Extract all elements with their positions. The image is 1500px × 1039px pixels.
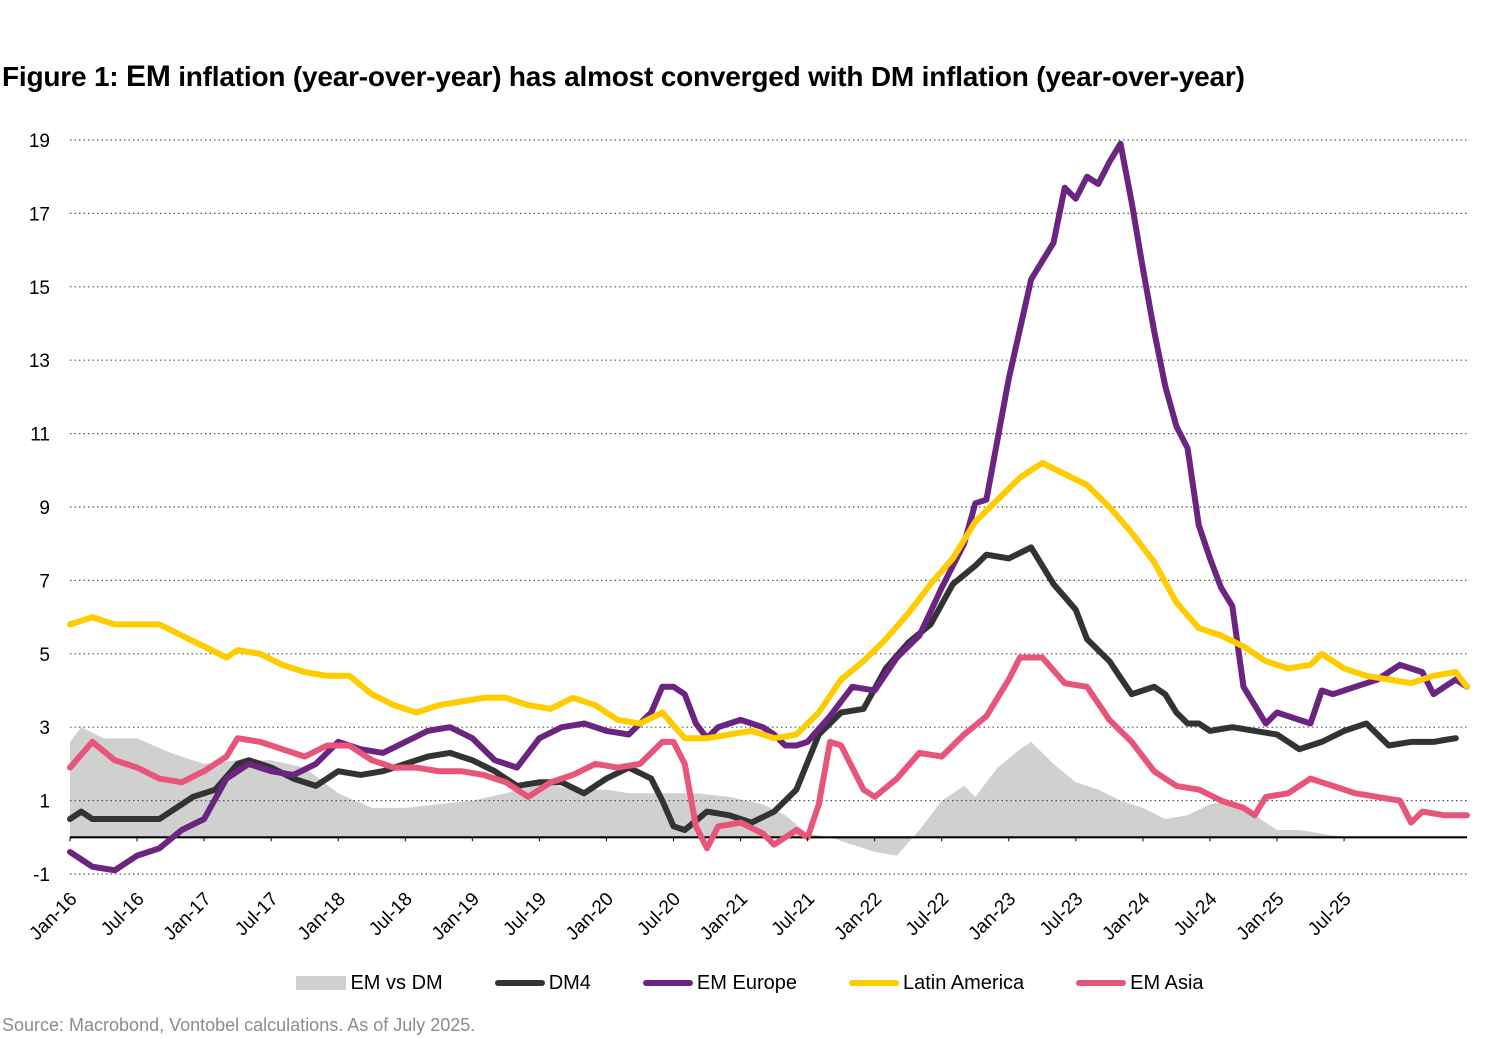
legend-label: DM4 bbox=[548, 971, 591, 994]
x-tick-label: Jul-16 bbox=[97, 889, 148, 940]
x-tick-label: Jan-21 bbox=[696, 889, 752, 945]
x-tick-label: Jul-24 bbox=[1170, 888, 1222, 940]
series-line-latin-america bbox=[67, 460, 1470, 742]
x-axis: Jan-16 Jul-16 Jan-17 Jul-17 Jan-18 Jul-18 Jan-… bbox=[26, 837, 1356, 945]
legend-item-em-asia: EM Asia bbox=[1076, 971, 1204, 995]
legend-item-em-europe: EM Europe bbox=[642, 971, 797, 995]
x-tick-label: Jan-25 bbox=[1233, 889, 1289, 945]
legend-swatch bbox=[494, 980, 545, 986]
legend-item-latin-america: Latin America bbox=[848, 971, 1025, 995]
x-tick-label: Jul-20 bbox=[634, 889, 685, 940]
x-tick-label: Jan-24 bbox=[1098, 888, 1154, 944]
y-tick-label: 1 bbox=[39, 792, 50, 813]
x-tick-label: Jan-16 bbox=[26, 889, 82, 945]
title-lead: Figure 1: bbox=[2, 61, 127, 92]
y-tick-label: 5 bbox=[39, 645, 50, 666]
legend-label: EM Asia bbox=[1130, 971, 1204, 994]
legend-swatch bbox=[848, 980, 899, 986]
x-tick-label: Jan-20 bbox=[562, 889, 618, 945]
series-line-dm4 bbox=[67, 544, 1459, 833]
series-lines bbox=[67, 140, 1470, 874]
x-tick-label: Jul-25 bbox=[1304, 889, 1355, 940]
legend-item-dm4: DM4 bbox=[494, 971, 591, 995]
y-tick-label: -1 bbox=[33, 865, 50, 886]
y-tick-label: 17 bbox=[29, 204, 50, 225]
y-tick-label: 19 bbox=[29, 131, 50, 152]
x-tick-label: Jul-19 bbox=[499, 889, 550, 940]
y-tick-label: 3 bbox=[39, 718, 50, 739]
series-line-em-europe bbox=[67, 140, 1470, 874]
source-note: Source: Macrobond, Vontobel calculations… bbox=[2, 1015, 476, 1035]
title-rest: inflation (year-over-year) has almost co… bbox=[170, 61, 1245, 92]
legend-swatch bbox=[1076, 980, 1127, 986]
y-tick-label: 13 bbox=[29, 351, 50, 372]
series-area-em-vs-dm bbox=[70, 727, 1345, 856]
y-tick-label: 9 bbox=[39, 498, 50, 519]
gridlines bbox=[70, 139, 1467, 875]
y-tick-label: 7 bbox=[39, 571, 50, 592]
legend-label: EM Europe bbox=[696, 971, 797, 994]
legend-swatch bbox=[296, 976, 347, 990]
x-tick-label: Jan-18 bbox=[294, 889, 350, 945]
x-tick-label: Jul-18 bbox=[365, 889, 416, 940]
x-tick-label: Jan-17 bbox=[160, 889, 216, 945]
x-tick-label: Jan-22 bbox=[830, 889, 886, 945]
x-tick-label: Jul-21 bbox=[768, 889, 819, 940]
legend-label: EM vs DM bbox=[350, 971, 443, 994]
legend: EM vs DM DM4 EM Europe Latin America EM Asia bbox=[0, 968, 1500, 998]
y-tick-label: 15 bbox=[29, 278, 50, 299]
chart-title: Figure 1: EM inflation (year-over-year) … bbox=[2, 60, 1245, 94]
title-em: EM bbox=[126, 60, 171, 93]
series-line-em-asia bbox=[67, 654, 1470, 852]
x-tick-label: Jul-22 bbox=[902, 889, 953, 940]
area-layer bbox=[70, 727, 1345, 856]
x-tick-label: Jan-23 bbox=[964, 889, 1020, 945]
x-tick-label: Jan-19 bbox=[428, 889, 484, 945]
x-tick-label: Jul-17 bbox=[231, 889, 282, 940]
legend-label: Latin America bbox=[902, 971, 1025, 994]
legend-swatch bbox=[642, 980, 693, 986]
y-tick-label: 11 bbox=[30, 425, 50, 446]
legend-item-em-vs-dm: EM vs DM bbox=[296, 971, 443, 995]
x-tick-label: Jul-23 bbox=[1036, 889, 1087, 940]
